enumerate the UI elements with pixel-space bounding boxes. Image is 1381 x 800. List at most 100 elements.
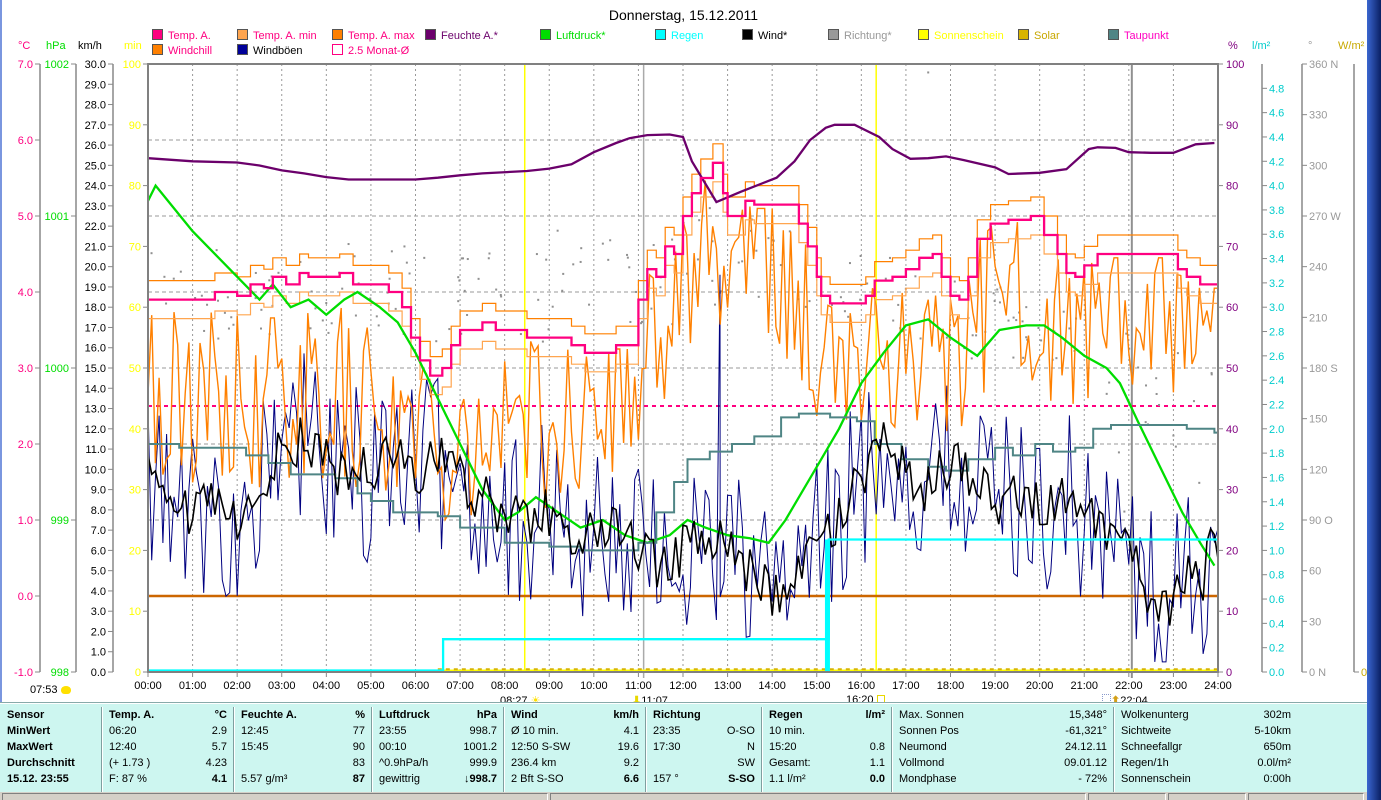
svg-text:03:00: 03:00	[268, 680, 296, 692]
legend-item: Temp. A. min	[237, 29, 317, 42]
svg-text:3.0: 3.0	[18, 363, 33, 375]
chart-title: Donnerstag, 15.12.2011	[608, 7, 759, 23]
legend-swatch-icon	[237, 44, 248, 55]
svg-text:210: 210	[1309, 312, 1327, 324]
svg-text:0.0: 0.0	[18, 591, 33, 603]
sunset-square-icon	[876, 695, 885, 703]
table-cell-value: 302m	[1263, 709, 1291, 721]
svg-text:21.0: 21.0	[85, 241, 106, 253]
table-cell: Regen/1h	[1121, 757, 1169, 769]
table-cell: Ø 10 min.	[511, 725, 559, 737]
table-cell: 17:30	[653, 741, 681, 753]
svg-text:02:00: 02:00	[223, 680, 251, 692]
svg-text:17:00: 17:00	[892, 680, 920, 692]
svg-text:360 N: 360 N	[1309, 59, 1338, 71]
table-cell-value: l/m²	[865, 709, 885, 721]
table-cell-value: 90	[352, 741, 365, 753]
legend-item: Regen	[655, 29, 703, 42]
table-cell-value: km/h	[613, 709, 639, 721]
svg-text:25.0: 25.0	[85, 160, 106, 172]
svg-text:11.0: 11.0	[85, 444, 106, 456]
svg-text:50: 50	[1226, 363, 1238, 375]
table-cell: ^0.9hPa/h	[379, 757, 429, 769]
svg-text:180 S: 180 S	[1309, 363, 1338, 375]
svg-text:4.0: 4.0	[91, 586, 106, 598]
legend-swatch-icon	[152, 44, 163, 55]
table-cell: 12:40	[109, 741, 137, 753]
table-cell: 23:55	[379, 725, 407, 737]
svg-text:100: 100	[123, 59, 141, 71]
svg-text:04:00: 04:00	[313, 680, 341, 692]
table-cell-value: SW	[737, 757, 755, 769]
svg-text:330: 330	[1309, 110, 1327, 122]
svg-text:999: 999	[51, 515, 69, 527]
svg-text:09:00: 09:00	[535, 680, 563, 692]
table-cell: Sichtweite	[1121, 725, 1172, 737]
table-cell-value: 0.8	[869, 741, 885, 753]
table-cell-value: 5-10km	[1254, 725, 1291, 737]
table-cell-value: hPa	[476, 709, 497, 721]
sensor-table: Sensor MinWert MaxWert Durchschnitt 15.12. 2…	[0, 703, 1367, 792]
svg-text:0: 0	[1226, 667, 1232, 679]
table-group: Temp. A. °C 06:20 2.9 12:40 5.7 (+ 1.73 ) 4.23 F…	[101, 707, 233, 792]
svg-text:0.0: 0.0	[91, 667, 106, 679]
table-cell-value: 83	[352, 757, 365, 769]
svg-text:20:00: 20:00	[1026, 680, 1054, 692]
svg-text:0.4: 0.4	[1269, 618, 1284, 630]
svg-text:90: 90	[129, 120, 141, 132]
table-cell-value: N	[747, 741, 755, 753]
sun-icon: ☀	[530, 695, 541, 707]
svg-text:06:00: 06:00	[402, 680, 430, 692]
svg-text:2.4: 2.4	[1269, 375, 1284, 387]
svg-text:2.0: 2.0	[91, 626, 106, 638]
svg-text:19.0: 19.0	[85, 282, 106, 294]
table-cell-value	[877, 723, 885, 739]
legend-item: Windböen	[237, 44, 303, 57]
legend-swatch-icon	[918, 29, 929, 40]
legend-swatch-icon	[425, 29, 436, 40]
svg-text:1.0: 1.0	[1269, 545, 1284, 557]
svg-text:24:00: 24:00	[1204, 680, 1232, 692]
table-cell-value: %	[355, 709, 365, 721]
table-cell: 23:35	[653, 725, 681, 737]
svg-text:90: 90	[1226, 120, 1238, 132]
svg-text:10: 10	[129, 606, 141, 618]
table-cell: gewittrig	[379, 773, 420, 785]
svg-text:01:00: 01:00	[179, 680, 207, 692]
svg-text:998: 998	[51, 667, 69, 679]
svg-text:26.0: 26.0	[85, 140, 106, 152]
arrow-up-icon: ⬆	[1111, 695, 1121, 707]
svg-text:4.2: 4.2	[1269, 156, 1284, 168]
legend-item: Luftdruck*	[540, 29, 606, 42]
svg-text:24.0: 24.0	[85, 181, 106, 193]
table-cell-value: 650m	[1263, 741, 1291, 753]
svg-text:23.0: 23.0	[85, 201, 106, 213]
status-bar-segment	[1088, 793, 1166, 800]
table-cell-value: ↓998.7	[463, 773, 497, 785]
table-cell: Max. Sonnen	[899, 709, 964, 721]
svg-text:1.0: 1.0	[18, 515, 33, 527]
svg-text:14.0: 14.0	[85, 383, 106, 395]
svg-text:hPa: hPa	[46, 40, 66, 52]
legend-swatch-icon	[152, 29, 163, 40]
svg-text:22:00: 22:00	[1115, 680, 1143, 692]
table-cell: (+ 1.73 )	[109, 757, 151, 769]
svg-text:30: 30	[129, 485, 141, 497]
weather-chart: 7.06.05.04.03.02.01.00.0-1.0100210011000…	[14, 40, 1367, 692]
table-cell: 12:50 S-SW	[511, 741, 571, 753]
table-row-label: MinWert	[7, 725, 51, 737]
table-cell: 5.57 g/m³	[241, 773, 288, 785]
svg-text:1001: 1001	[45, 211, 69, 223]
svg-text:70: 70	[1226, 241, 1238, 253]
svg-text:270 W: 270 W	[1309, 211, 1341, 223]
table-cell: Feuchte A.	[241, 709, 297, 721]
svg-text:15.0: 15.0	[85, 363, 106, 375]
svg-text:8.0: 8.0	[91, 505, 106, 517]
table-cell-value: 77	[352, 725, 365, 737]
svg-text:4.8: 4.8	[1269, 83, 1284, 95]
svg-text:6.0: 6.0	[91, 545, 106, 557]
table-cell-value: 2.9	[211, 725, 227, 737]
status-bar-segment	[550, 793, 1086, 800]
window-right-frame[interactable]	[1367, 0, 1381, 800]
table-cell: Luftdruck	[379, 709, 430, 721]
